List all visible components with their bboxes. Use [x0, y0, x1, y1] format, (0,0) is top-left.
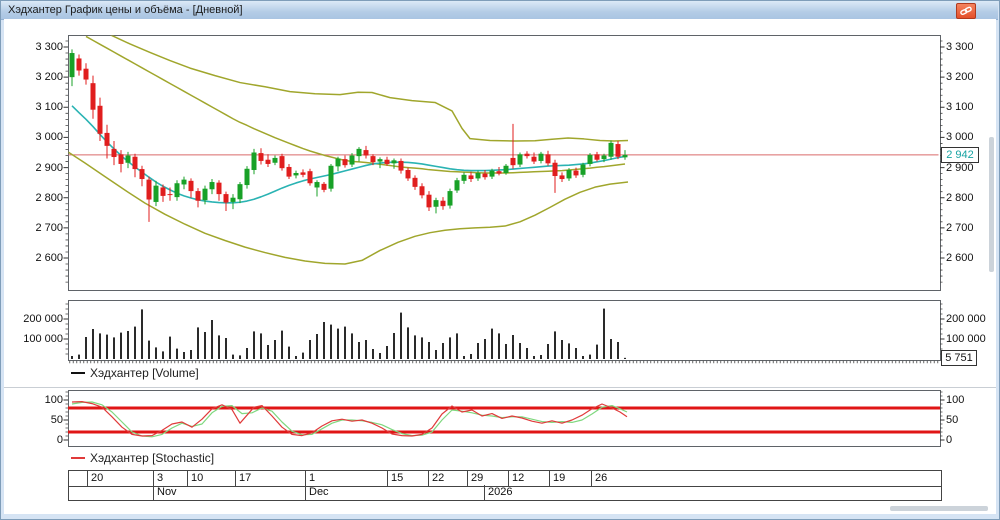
- price-axis-label: 3 100: [946, 101, 974, 114]
- price-axis-label: 2 800: [946, 191, 974, 204]
- volume-axis-label: 200 000: [23, 313, 63, 325]
- time-axis-day-cell: 12: [508, 471, 549, 486]
- price-axis-label: 3 100: [35, 101, 63, 114]
- stochastic-level-line: [68, 406, 940, 410]
- volume-bars-layer: [71, 308, 626, 359]
- time-axis-day-cell: 20: [87, 471, 153, 486]
- volume-legend-label: Хэдхантер [Volume]: [90, 366, 199, 380]
- time-axis-day-cell: 10: [187, 471, 235, 486]
- price-layers: [68, 35, 939, 265]
- price-axis-label: 2 800: [35, 191, 63, 204]
- last-price-tag: 2 942: [941, 147, 979, 164]
- minor-ticks: [65, 40, 943, 437]
- stochastic-legend-label: Хэдхантер [Stochastic]: [90, 451, 215, 465]
- stochastic-axis-label: 50: [50, 414, 63, 426]
- price-axis-label: 3 200: [946, 71, 974, 84]
- price-axis-label: 2 900: [35, 161, 63, 174]
- major-ticks: [63, 46, 945, 441]
- stochastic-chart-panel[interactable]: [68, 390, 941, 447]
- price-axis-label: 2 600: [946, 252, 974, 264]
- olive-moving-average: [85, 35, 626, 174]
- price-axis-label: 2 900: [946, 161, 974, 174]
- time-axis-day-cell: 17: [235, 471, 305, 486]
- time-axis-day-cell: 1: [305, 471, 387, 486]
- price-axis-label: 2 700: [946, 221, 974, 234]
- stochastic-axis-label: 100: [44, 394, 63, 406]
- volume-axis-label: 100 000: [23, 333, 63, 345]
- candles-layer: [69, 49, 628, 222]
- price-axis-label: 3 200: [35, 71, 63, 84]
- volume-legend-marker: [71, 372, 85, 374]
- time-axis[interactable]: 20 3 10 17 1 15 22 29 12 19 26 Nov Dec 2026: [68, 470, 942, 501]
- price-axis-label: 2 700: [35, 221, 63, 234]
- bollinger-upper-band: [110, 35, 629, 142]
- time-axis-month-cell: Nov: [153, 485, 305, 500]
- stochastic-k-line: [71, 401, 628, 437]
- stochastic-axis-label: 100: [946, 394, 965, 406]
- stochastic-d-line: [71, 401, 628, 438]
- stochastic-legend-marker: [71, 457, 85, 459]
- link-icon: [960, 6, 972, 16]
- stochastic-axis-label: 0: [56, 434, 63, 446]
- link-button[interactable]: [956, 3, 976, 19]
- pane-splitter[interactable]: [4, 387, 996, 388]
- time-axis-day-cell: 29: [467, 471, 508, 486]
- stochastic-level-line: [68, 430, 940, 434]
- time-axis-month-cell: 2026: [484, 485, 941, 500]
- time-axis-day-cell: 15: [387, 471, 428, 486]
- time-axis-month-cell: Dec: [305, 485, 484, 500]
- stochastic-axis-label: 0: [946, 434, 953, 446]
- price-axis-label: 3 300: [946, 41, 974, 53]
- stochastic-layer: [68, 401, 940, 438]
- window-title: Хэдхантер График цены и объёма - [Дневно…: [8, 4, 243, 16]
- time-axis-day-cell: 26: [591, 471, 941, 486]
- stochastic-axis-label: 50: [946, 414, 959, 426]
- time-axis-day-cell: 22: [428, 471, 467, 486]
- time-axis-month-row: Nov Dec 2026: [68, 485, 942, 501]
- volume-x-ticks: [69, 360, 939, 364]
- time-axis-day-cell: 3: [153, 471, 187, 486]
- volume-axis-label: 200 000: [946, 313, 986, 325]
- time-axis-day-cell: [69, 471, 87, 486]
- horizontal-scrollbar[interactable]: [890, 506, 988, 511]
- bollinger-lower-band: [68, 151, 629, 265]
- last-volume-tag: 5 751: [941, 350, 977, 366]
- time-axis-month-cell: [69, 485, 153, 500]
- price-axis-label: 3 300: [35, 41, 63, 53]
- volume-chart-panel[interactable]: [68, 300, 941, 361]
- time-axis-day-row: 20 3 10 17 1 15 22 29 12 19 26: [68, 470, 942, 487]
- price-axis-label: 3 000: [946, 131, 974, 144]
- teal-moving-average: [71, 105, 626, 204]
- time-axis-day-cell: 19: [549, 471, 591, 486]
- price-axis-label: 3 000: [35, 131, 63, 144]
- price-chart-panel[interactable]: [68, 35, 941, 291]
- price-axis-label: 2 600: [35, 252, 63, 264]
- volume-axis-label: 100 000: [946, 333, 986, 345]
- vertical-scrollbar[interactable]: [989, 137, 994, 272]
